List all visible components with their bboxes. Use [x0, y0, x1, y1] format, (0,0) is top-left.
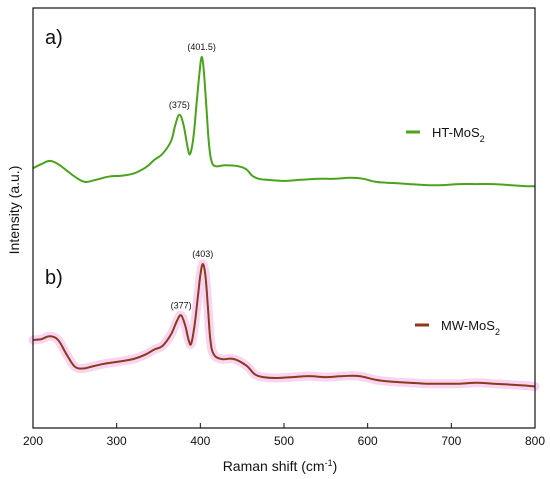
- legend-ht-sub: 2: [480, 134, 485, 144]
- peak-label: (377): [171, 300, 192, 310]
- spectra-layer: (375) (401.5) (377) (403): [28, 42, 540, 392]
- x-axis-title-close: ): [333, 458, 338, 474]
- x-tick-label: 400: [190, 434, 210, 448]
- y-axis-title: Intensity (a.u.): [6, 166, 22, 255]
- x-tick-label: 600: [358, 434, 378, 448]
- panel-label-a: a): [45, 27, 63, 49]
- legend-ht-main: HT-MoS: [432, 125, 480, 140]
- x-tick-label: 700: [441, 434, 461, 448]
- x-tick-label: 800: [525, 434, 545, 448]
- x-axis-ticks: 200 300 400 500 600 700 800: [23, 423, 545, 448]
- legend-mw-label: MW-MoS2: [441, 318, 500, 337]
- legend-mw-sub: 2: [495, 327, 500, 337]
- x-tick-label: 500: [274, 434, 294, 448]
- x-tick-label: 300: [107, 434, 127, 448]
- x-tick-label: 200: [23, 434, 43, 448]
- peak-label: (401.5): [187, 42, 216, 52]
- x-axis-title-sup: -1: [325, 458, 333, 468]
- x-axis-title-main: Raman shift (cm: [223, 458, 325, 474]
- panel-label-b: b): [45, 267, 63, 289]
- x-axis-title: Raman shift (cm-1): [223, 458, 338, 474]
- legend-ht-label: HT-MoS2: [432, 125, 485, 144]
- series-line-mw-mos2: [32, 263, 536, 388]
- peak-label: (403): [192, 249, 213, 259]
- series-line-ht-mos2: [32, 55, 536, 188]
- legend-mw-main: MW-MoS: [441, 318, 495, 333]
- peak-label: (375): [169, 100, 190, 110]
